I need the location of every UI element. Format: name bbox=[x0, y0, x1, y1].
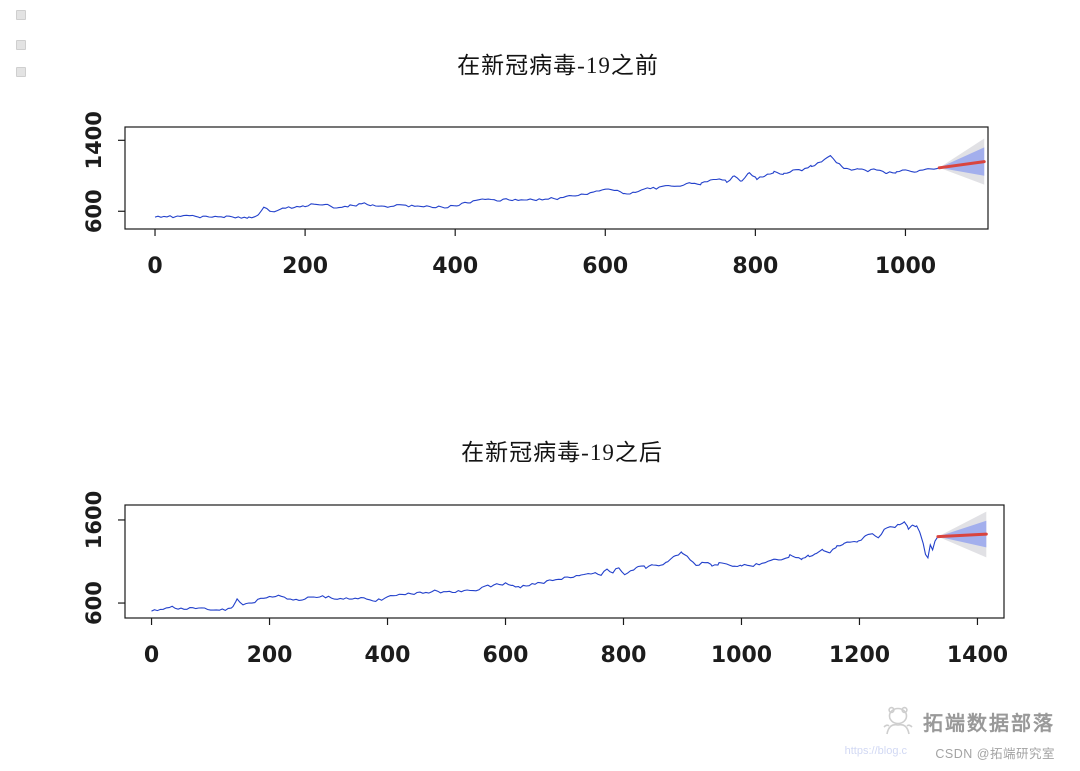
page-artifact-icon bbox=[16, 40, 26, 50]
plot-box bbox=[124, 504, 1005, 619]
y-tick-label: 1400 bbox=[82, 111, 106, 169]
x-tick-label: 1000 bbox=[875, 254, 936, 279]
x-tick-label: 600 bbox=[483, 643, 529, 668]
watermark-brand-row: 拓端数据部落 bbox=[880, 705, 1055, 737]
series-line bbox=[154, 154, 940, 219]
x-tick-label: 0 bbox=[144, 643, 159, 668]
chart-title-before-covid: 在新冠病毒-19之前 bbox=[457, 53, 659, 78]
x-tick-label: 200 bbox=[282, 254, 328, 279]
watermark-link-fragment: https://blog.c bbox=[844, 745, 907, 757]
forecast-band-inner bbox=[939, 147, 985, 176]
watermark-credit-row: https://blog.c CSDN @拓端研究室 bbox=[845, 743, 1055, 761]
x-tick-label: 800 bbox=[732, 254, 778, 279]
y-tick-label: 1600 bbox=[82, 491, 106, 549]
x-tick-label: 600 bbox=[582, 254, 628, 279]
chart-title-after-covid: 在新冠病毒-19之后 bbox=[461, 440, 663, 465]
watermark-brand: 拓端数据部落 bbox=[923, 712, 1055, 735]
watermark-credit: CSDN @拓端研究室 bbox=[935, 747, 1055, 761]
y-tick-label: 600 bbox=[82, 189, 106, 233]
watermark: 拓端数据部落 https://blog.c CSDN @拓端研究室 bbox=[845, 705, 1055, 761]
x-tick-label: 400 bbox=[365, 643, 411, 668]
x-tick-label: 0 bbox=[147, 254, 162, 279]
plot-box bbox=[124, 126, 989, 230]
series-line bbox=[151, 520, 939, 612]
watermark-mascot-icon bbox=[883, 706, 913, 735]
x-tick-label: 1200 bbox=[829, 643, 890, 668]
x-tick-label: 1000 bbox=[711, 643, 772, 668]
x-tick-label: 200 bbox=[247, 643, 293, 668]
page-artifact-icon bbox=[16, 10, 26, 20]
x-tick-label: 1400 bbox=[947, 643, 1008, 668]
chart-1: 0 200 400 600 800 1000 1200 1400 600 1600 bbox=[82, 491, 1008, 668]
page-artifact-icon bbox=[16, 67, 26, 77]
x-tick-label: 400 bbox=[432, 254, 478, 279]
y-tick-label: 600 bbox=[82, 581, 106, 625]
x-tick-label: 800 bbox=[601, 643, 647, 668]
forecast-mean-line bbox=[937, 160, 986, 170]
chart-0: 0 200 400 600 800 1000 600 1400 bbox=[82, 111, 989, 279]
forecast-mean-line bbox=[936, 532, 988, 539]
